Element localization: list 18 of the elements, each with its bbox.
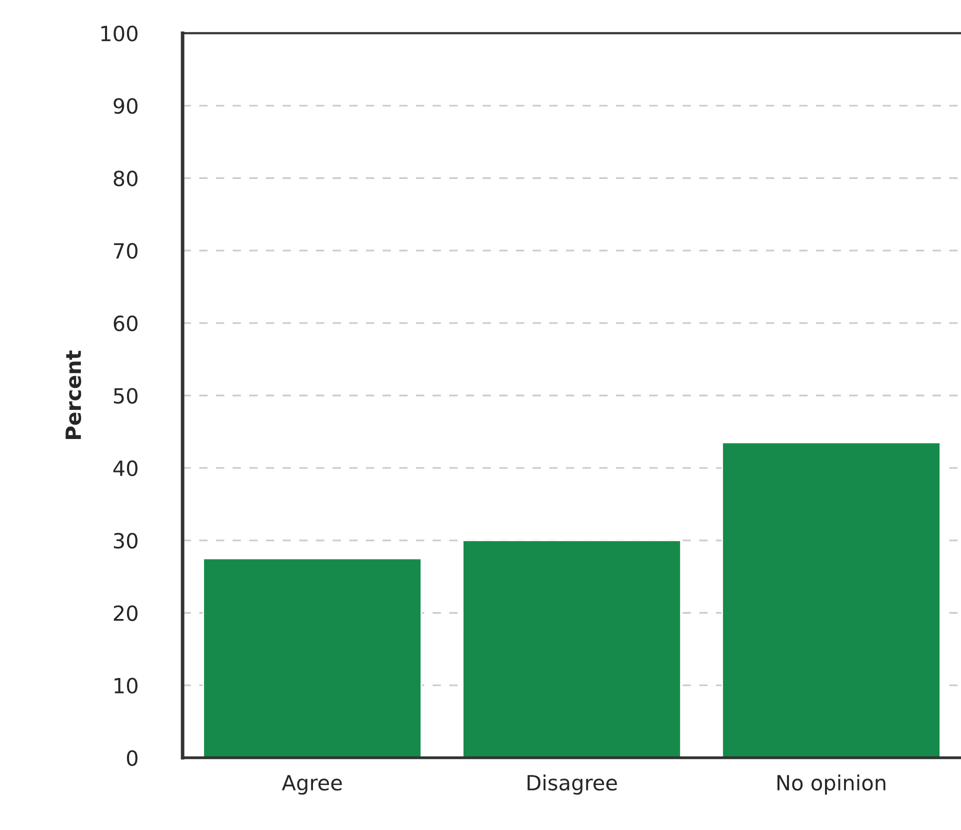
bar: [722, 442, 941, 758]
y-tick-label: 60: [114, 315, 138, 332]
y-axis-title: Percent: [66, 350, 82, 440]
bar: [462, 540, 682, 758]
y-tick-label: 100: [101, 26, 138, 42]
y-tick-label: 30: [114, 532, 138, 549]
y-tick-label: 80: [114, 170, 138, 186]
y-tick-label: 90: [114, 98, 138, 114]
y-tick-label: 0: [126, 750, 138, 766]
y-tick-label: 70: [114, 243, 138, 259]
x-tick-label: Disagree: [528, 774, 617, 795]
y-tick-label: 50: [114, 388, 138, 404]
y-tick-label: 40: [113, 460, 138, 476]
y-tick-label: 20: [114, 605, 138, 622]
y-tick-label: 10: [114, 678, 138, 694]
bar: [202, 558, 422, 758]
x-tick-label: No opinion: [777, 774, 886, 795]
x-tick-label: Agree: [282, 775, 342, 795]
